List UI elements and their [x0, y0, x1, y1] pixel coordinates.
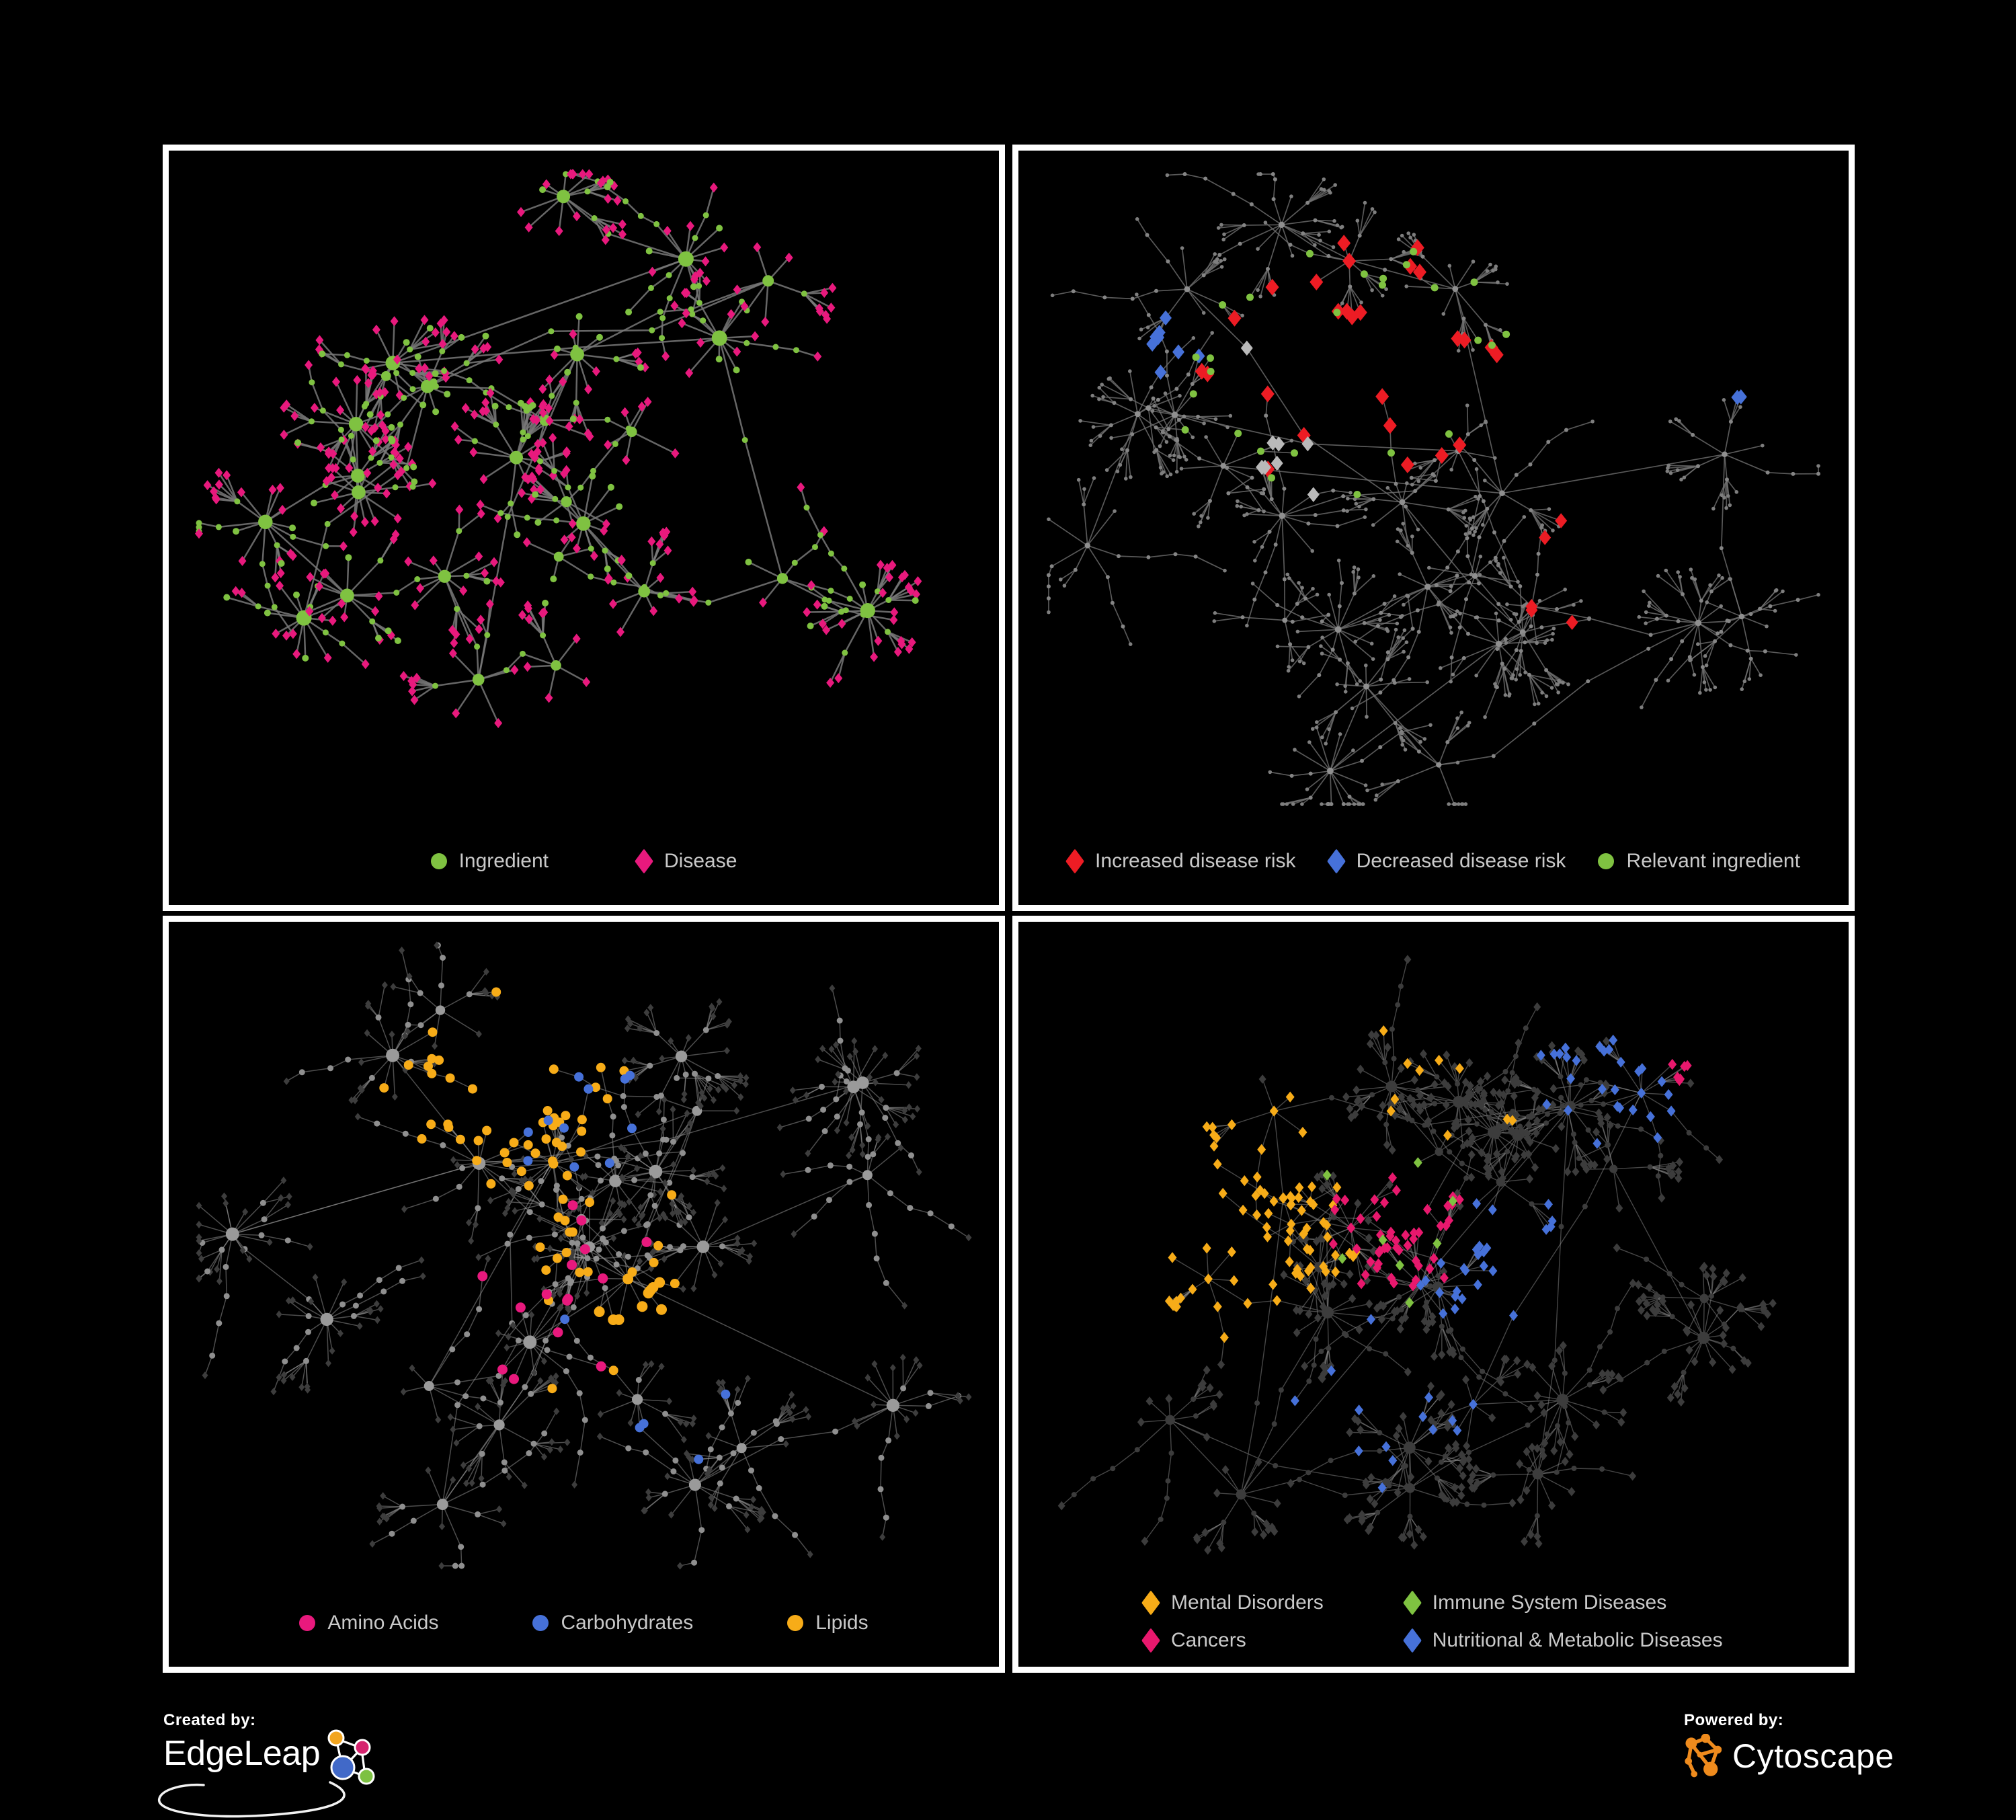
legend-label: Amino Acids [327, 1612, 439, 1634]
legend-item-carbohydrates: Carbohydrates [532, 1612, 693, 1634]
cytoscape-brand-row: Cytoscape [1684, 1734, 1993, 1778]
legend-label: Carbohydrates [561, 1612, 694, 1634]
legend-label: Mental Disorders [1171, 1591, 1324, 1614]
powered-by-label: Powered by: [1684, 1711, 1784, 1729]
legend-item-nutritional-metabolic-diseases: Nutritional & Metabolic Diseases [1402, 1628, 1723, 1653]
increased-risk-diamond-icon [1065, 848, 1084, 874]
nutritional-metabolic-diseases-diamond-icon [1402, 1628, 1422, 1653]
legend-label: Lipids [815, 1612, 869, 1634]
carbohydrates-circle-icon [532, 1615, 549, 1631]
panel-disease-classes: Mental Disorders Immune System Diseases … [1012, 916, 1855, 1673]
legend-label: Increased disease risk [1095, 850, 1296, 872]
created-by-label: Created by: [163, 1711, 256, 1729]
disease-class-network-graph [1057, 955, 1777, 1555]
ingredient-disease-network-graph [195, 169, 922, 728]
panel-nutrient-classes: Amino Acids Carbohydrates Lipids [163, 916, 1005, 1673]
panel-ingredient-disease: Ingredient Disease [163, 145, 1005, 911]
legend-label: Nutritional & Metabolic Diseases [1432, 1629, 1723, 1651]
legend-label: Ingredient [458, 850, 549, 872]
legend-label: Cancers [1171, 1629, 1246, 1651]
edgeleap-credit: Created by: EdgeLeap [158, 1711, 620, 1820]
legend-ingredient-disease: Ingredient Disease [169, 848, 999, 874]
cytoscape-network-icon [1685, 1734, 1722, 1778]
legend-label: Relevant ingredient [1626, 850, 1800, 872]
legend-label: Disease [664, 850, 737, 872]
legend-item-disease: Disease [635, 848, 737, 874]
legend-disease-classes: Mental Disorders Immune System Diseases … [1018, 1590, 1849, 1653]
amino-acids-circle-icon [299, 1615, 316, 1631]
legend-item-amino-acids: Amino Acids [299, 1612, 438, 1634]
cancers-diamond-icon [1141, 1628, 1160, 1653]
ingredient-circle-icon [430, 853, 447, 869]
edgeleap-network-icon [327, 1729, 375, 1785]
cytoscape-credit: Powered by: [1684, 1711, 1993, 1798]
disease-diamond-icon [635, 848, 653, 874]
legend-label: Immune System Diseases [1432, 1591, 1667, 1614]
nutrient-class-network-graph [196, 941, 972, 1570]
cytoscape-brand-text: Cytoscape [1732, 1737, 1894, 1775]
disease-risk-network-graph [1047, 172, 1820, 806]
legend-nutrient-classes: Amino Acids Carbohydrates Lipids [169, 1612, 999, 1634]
legend-item-relevant-ingredient: Relevant ingredient [1598, 850, 1800, 873]
legend-item-mental-disorders: Mental Disorders [1141, 1590, 1324, 1616]
edgeleap-brand-text: EdgeLeap [163, 1734, 321, 1773]
legend-item-increased-risk: Increased disease risk [1065, 848, 1296, 874]
mental-disorders-diamond-icon [1141, 1590, 1160, 1616]
legend-item-cancers: Cancers [1141, 1628, 1324, 1653]
legend-item-lipids: Lipids [787, 1612, 869, 1634]
relevant-ingredient-circle-icon [1598, 853, 1615, 869]
legend-item-immune-system-diseases: Immune System Diseases [1402, 1590, 1723, 1616]
legend-item-ingredient: Ingredient [430, 850, 549, 873]
panel-disease-risk: Increased disease risk Decreased disease… [1012, 145, 1855, 911]
legend-label: Decreased disease risk [1356, 850, 1566, 872]
lipids-circle-icon [787, 1615, 804, 1631]
legend-item-decreased-risk: Decreased disease risk [1326, 848, 1566, 874]
immune-system-diseases-diamond-icon [1402, 1590, 1422, 1616]
edgeleap-brand-row: EdgeLeap [158, 1729, 620, 1818]
decreased-risk-diamond-icon [1326, 848, 1346, 874]
legend-disease-risk: Increased disease risk Decreased disease… [1018, 848, 1849, 874]
